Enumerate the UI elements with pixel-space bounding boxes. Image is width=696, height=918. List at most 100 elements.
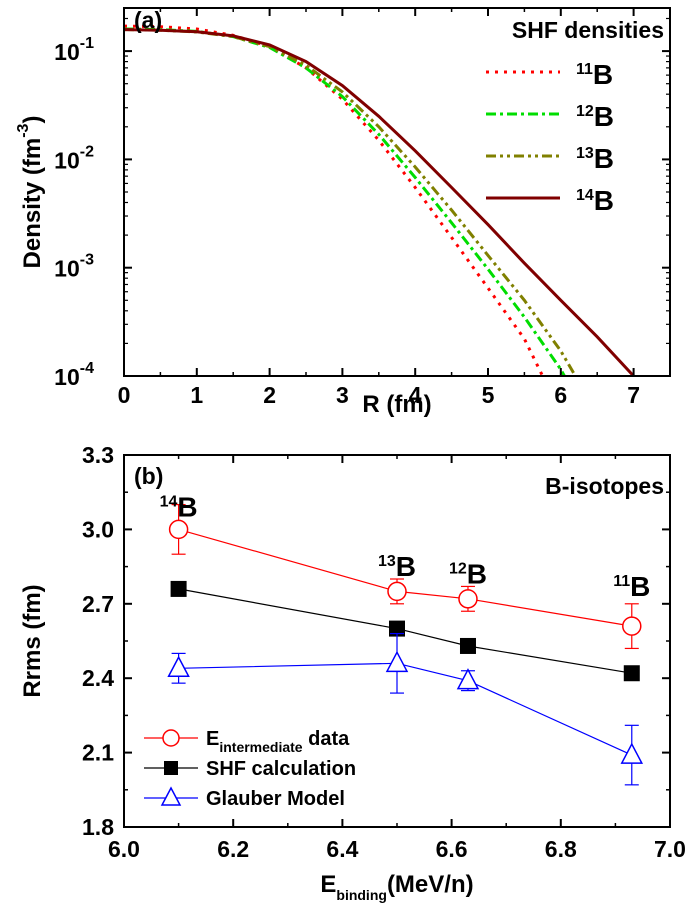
y-tick-label: 3.0 — [82, 516, 114, 542]
y-tick-base: 10 — [54, 364, 80, 390]
y-axis-label-sup: -3 — [15, 123, 32, 137]
y-tick-base: 10 — [54, 256, 80, 282]
x-axis-label-sub: binding — [336, 887, 387, 903]
legend-mass-number: 12 — [576, 103, 594, 120]
legend-label-12B: 12B — [576, 101, 614, 132]
data-point-square — [170, 580, 187, 597]
x-axis-label: R (fm) — [362, 391, 431, 418]
y-axis-label: Density (fm-3) — [15, 116, 46, 269]
data-point-triangle — [620, 742, 644, 764]
data-point-square — [623, 665, 640, 682]
y-tick-label: 2.1 — [82, 740, 114, 766]
legend-label-13B: 13B — [576, 143, 614, 174]
isotope-label-13B: 13B — [378, 551, 416, 582]
series-line-0 — [178, 528, 632, 627]
y-axis-label-main: Density (fm — [19, 138, 46, 269]
legend-label-main: Glauber Model — [206, 788, 345, 810]
y-tick-label: 10-1 — [54, 35, 94, 65]
x-tick-label: 5 — [482, 382, 495, 408]
y-tick-base: 10 — [54, 147, 80, 173]
y-tick-exponent: -2 — [80, 143, 94, 160]
data-point-circle — [622, 616, 642, 636]
x-tick-label: 4 — [409, 382, 422, 408]
legend-label-sub: intermediate — [219, 739, 302, 755]
panel-label-b: (b) — [134, 463, 163, 489]
legend-element: B — [594, 185, 614, 216]
x-tick-label: 7.0 — [654, 836, 686, 862]
y-tick-label: 10-4 — [54, 360, 94, 390]
isotope-mass-number: 12 — [449, 561, 467, 578]
isotope-element: B — [396, 551, 416, 582]
data-point-circle — [168, 519, 189, 540]
data-point-circle — [387, 581, 407, 602]
legend-label-14B: 14B — [576, 185, 614, 216]
density-curve-14B — [124, 28, 635, 376]
x-axis-label: Ebinding(MeV/n) — [320, 871, 473, 903]
isotope-element: B — [630, 571, 650, 602]
legend-mass-number: 13 — [576, 145, 594, 162]
y-tick-exponent: -3 — [80, 252, 94, 269]
legend-marker-triangle — [160, 786, 182, 806]
y-tick-exponent: -1 — [80, 35, 94, 52]
y-tick-base: 10 — [54, 39, 80, 65]
legend-element: B — [593, 59, 613, 90]
x-tick-label: 6.8 — [545, 836, 577, 862]
y-tick-label: 1.8 — [82, 814, 114, 840]
y-axis-label: Rrms (fm) — [19, 584, 46, 697]
data-point-square — [459, 637, 476, 654]
legend-label-rest: data — [303, 728, 351, 750]
x-tick-label: 1 — [190, 382, 203, 408]
x-tick-label: 2 — [263, 382, 276, 408]
series-line-1 — [178, 588, 632, 674]
legend-label: Glauber Model — [206, 788, 345, 810]
legend-mass-number: 11 — [576, 61, 593, 78]
isotope-element: B — [177, 492, 197, 523]
y-tick-label: 2.4 — [82, 665, 114, 691]
legend-label: SHF calculation — [206, 758, 356, 780]
y-tick-label: 10-3 — [54, 252, 94, 282]
y-tick-exponent: -4 — [80, 360, 94, 377]
isotope-mass-number: 13 — [378, 553, 396, 570]
data-point-triangle — [385, 650, 409, 673]
y-axis-label-close: ) — [19, 116, 46, 124]
y-tick-label: 3.3 — [82, 442, 114, 468]
density-curve-12B — [124, 27, 566, 376]
x-axis-label-main: E — [320, 871, 336, 898]
panel-b-rrms-chart: 6.0 6.2 6.4 6.6 6.8 7.0 1.8 2.1 2.4 2.7 3.0 3.3 Ebin… — [19, 442, 686, 903]
panel-a-density-chart: 0 1 2 3 4 5 6 710-410-310-210-1R (fm)Density (f… — [15, 7, 671, 418]
x-tick-label: 6.0 — [108, 836, 140, 862]
legend-label-11B: 11B — [576, 59, 613, 90]
y-tick-label: 2.7 — [82, 591, 114, 617]
legend-mass-number: 14 — [576, 187, 594, 204]
isotope-label-14B: 14B — [160, 492, 198, 523]
x-tick-label: 6.2 — [217, 836, 249, 862]
legend-label-main: SHF calculation — [206, 758, 356, 780]
x-axis-label-rest: (MeV/n) — [387, 871, 474, 898]
x-tick-label: 7 — [627, 382, 640, 408]
isotope-mass-number: 14 — [160, 494, 178, 511]
x-tick-label: 6.6 — [436, 836, 468, 862]
data-point-triangle — [167, 655, 190, 678]
x-tick-label: 6 — [554, 382, 567, 408]
y-tick-label: 10-2 — [54, 143, 94, 173]
isotope-element: B — [467, 559, 487, 590]
data-point-square — [389, 620, 405, 637]
data-point-circle — [458, 589, 478, 609]
x-tick-label: 6.4 — [326, 836, 358, 862]
legend-title-a: SHF densities — [512, 17, 664, 43]
legend-element: B — [594, 143, 614, 174]
density-curve-11B — [124, 24, 544, 376]
density-curve-13B — [124, 28, 577, 376]
isotope-label-11B: 11B — [613, 571, 650, 602]
legend-marker-square — [164, 761, 178, 775]
x-tick-label: 0 — [118, 382, 131, 408]
legend-element: B — [594, 101, 614, 132]
isotope-label-12B: 12B — [449, 559, 487, 590]
legend-label: Eintermediate data — [206, 728, 350, 755]
x-tick-label: 3 — [336, 382, 349, 408]
series-line-2 — [178, 662, 633, 756]
panel-label-a: (a) — [134, 7, 162, 33]
legend-marker-circle — [162, 729, 180, 747]
data-point-triangle — [456, 668, 480, 690]
